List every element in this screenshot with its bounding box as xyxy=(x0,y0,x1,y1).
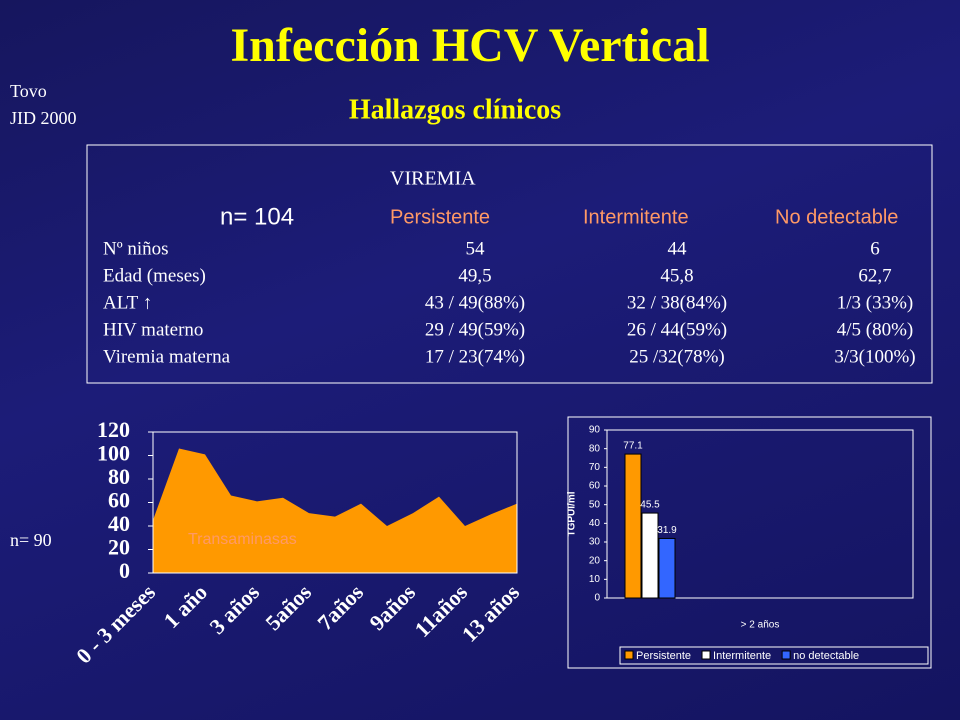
y-tick-label: 60 xyxy=(108,488,130,513)
value-label: 31.9 xyxy=(657,525,677,536)
bar-panel xyxy=(567,416,932,669)
source: Tovo xyxy=(10,81,47,101)
y-tick-label: 70 xyxy=(589,462,601,473)
plot-frame xyxy=(606,429,914,599)
table-frame xyxy=(86,144,933,384)
y-axis-label: TGPUI/ml xyxy=(567,491,578,536)
table-cell: 1/3 (33%) xyxy=(837,292,914,313)
value-label: 77.1 xyxy=(623,441,643,452)
y-tick-label: 20 xyxy=(589,555,601,566)
subtitle: Hallazgos clínicos xyxy=(349,94,561,125)
table-cell: 6 xyxy=(870,238,880,259)
x-tick-label: 13 años xyxy=(457,579,525,647)
y-tick-label: 40 xyxy=(108,511,130,536)
row-label: ALT ↑ xyxy=(103,292,152,313)
area xyxy=(153,448,517,573)
y-tick-label: 50 xyxy=(589,499,601,510)
row-label: Viremia materna xyxy=(103,346,231,367)
x-tick-label: 7años xyxy=(312,579,368,635)
table-cell: 62,7 xyxy=(858,265,891,286)
title: Infección HCV Vertical xyxy=(230,19,709,72)
column-header: Intermitente xyxy=(583,206,689,228)
table-cell: 44 xyxy=(668,238,688,259)
y-tick-label: 0 xyxy=(594,593,600,604)
plot-frame xyxy=(152,431,518,574)
row-label: HIV materno xyxy=(103,319,203,340)
table-cell: 26 / 44(59%) xyxy=(627,319,727,340)
bar xyxy=(624,453,642,599)
y-tick-label: 60 xyxy=(589,481,601,492)
y-tick-label: 0 xyxy=(119,558,130,583)
bar xyxy=(641,512,659,599)
legend-entry: Intermitente xyxy=(713,650,771,662)
legend-entry: no detectable xyxy=(793,650,859,662)
table-cell: 49,5 xyxy=(458,265,491,286)
table-cell: 45,8 xyxy=(660,265,693,286)
x-tick-label: 1 año xyxy=(159,579,213,633)
x-tick-label: 0 - 3 meses xyxy=(71,579,160,668)
table-cell: 17 / 23(74%) xyxy=(425,346,525,367)
table-cell: 4/5 (80%) xyxy=(837,319,914,340)
row-label: Nº niños xyxy=(103,238,169,259)
legend-swatch xyxy=(781,650,791,660)
y-tick-label: 80 xyxy=(108,464,130,489)
source: JID 2000 xyxy=(10,108,77,128)
table-cell: 29 / 49(59%) xyxy=(425,319,525,340)
table-cell: 3/3(100%) xyxy=(834,346,915,367)
y-tick-label: 80 xyxy=(589,443,601,454)
legend-entry: Persistente xyxy=(636,650,691,662)
value-label: 45.5 xyxy=(640,500,660,511)
legend-frame xyxy=(619,646,929,665)
table-group: VIREMIA xyxy=(390,168,476,190)
n-label: n= 90 xyxy=(10,530,52,550)
legend-swatch xyxy=(701,650,711,660)
row-label: Edad (meses) xyxy=(103,265,206,286)
y-tick-label: 40 xyxy=(589,518,601,529)
column-header: Persistente xyxy=(390,206,490,228)
x-tick-label: 5años xyxy=(260,579,316,635)
legend-swatch xyxy=(624,650,634,660)
y-tick-label: 100 xyxy=(97,441,130,466)
y-tick-label: 20 xyxy=(108,535,130,560)
table-cell: 32 / 38(84%) xyxy=(627,292,727,313)
x-tick-label: > 2 años xyxy=(741,620,780,631)
y-tick-label: 120 xyxy=(97,417,130,442)
bar xyxy=(658,537,676,599)
column-header: No detectable xyxy=(775,206,898,228)
y-tick-label: 90 xyxy=(589,425,601,436)
x-tick-label: 3 años xyxy=(204,579,264,639)
table-cell: 25 /32(78%) xyxy=(629,346,725,367)
table-cell: 43 / 49(88%) xyxy=(425,292,525,313)
y-tick-label: 30 xyxy=(589,537,601,548)
table-n: n= 104 xyxy=(220,203,294,230)
annotation: Transaminasas xyxy=(188,531,297,548)
table-cell: 54 xyxy=(466,238,486,259)
y-tick-label: 10 xyxy=(589,574,601,585)
